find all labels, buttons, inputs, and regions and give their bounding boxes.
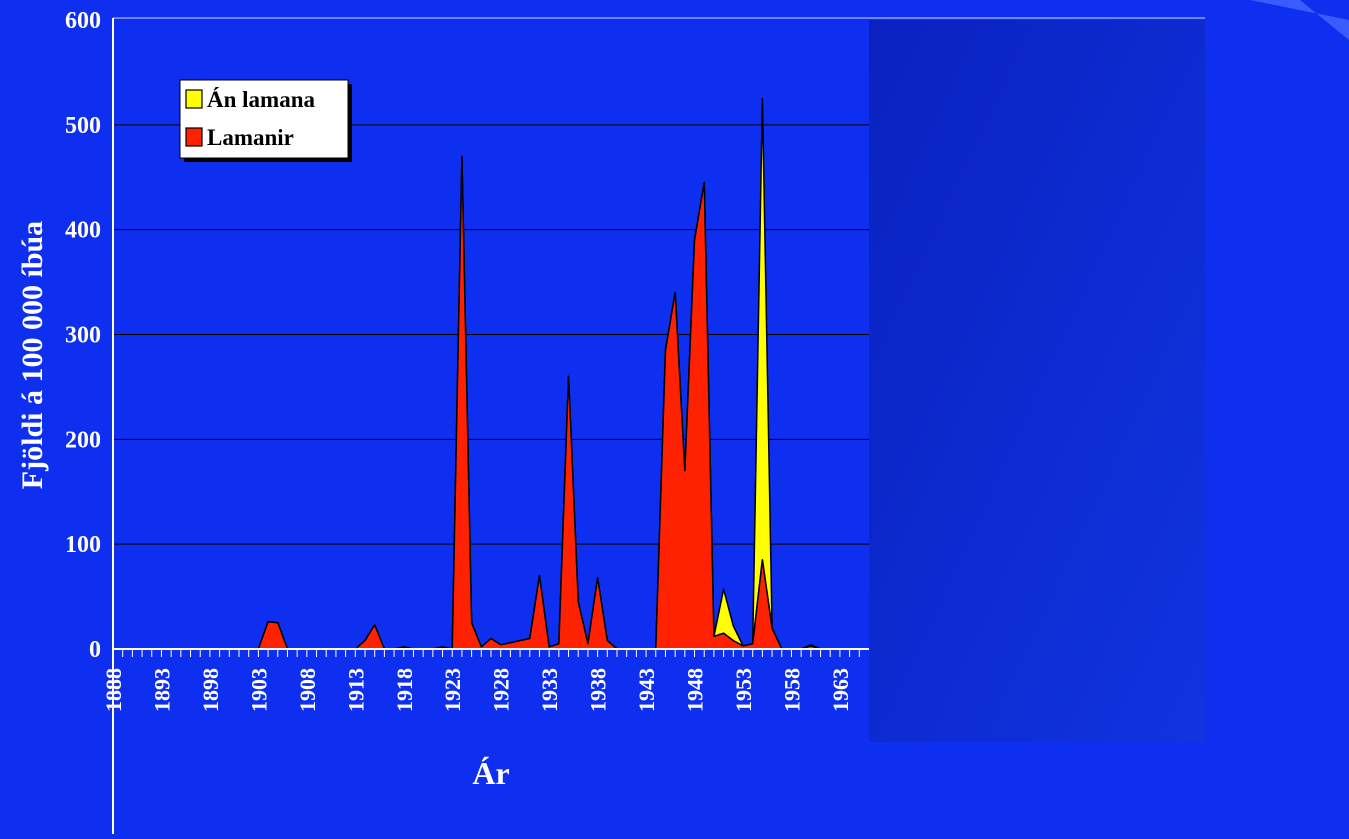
x-tick-label: 1948 [683,668,708,712]
x-tick-label: 1913 [343,668,368,712]
x-tick-label: 1963 [828,668,853,712]
y-tick-label: 400 [65,218,101,244]
legend-swatch [185,127,203,147]
x-tick-label: 1928 [489,668,514,712]
series-area-lamanir [112,155,861,650]
x-tick-label: 1938 [586,668,611,712]
x-tick-label: 1903 [246,668,271,712]
x-tick-label: 1933 [537,668,562,712]
y-tick-label: 600 [65,8,101,34]
y-tick-label: 300 [65,323,101,349]
legend-label: Lamanir [207,125,294,150]
y-tick-label: 200 [65,427,101,453]
x-tick-label: 1908 [295,668,320,712]
legend: Án lamana Lamanir [179,79,352,162]
corner-decoration [1250,0,1349,40]
legend-label: Án lamana [207,87,315,112]
x-tick-label: 1958 [779,668,804,712]
series-area-an-lamana [112,97,861,650]
right-decorative-panel [869,20,1205,742]
legend-box [179,79,349,159]
y-tick-label: 0 [89,637,101,663]
x-tick-label: 1893 [149,668,174,712]
x-tick-label: 1888 [101,668,126,712]
x-axis-label: Ár [472,755,509,791]
x-tick-label: 1918 [392,668,417,712]
x-tick-label: 1943 [634,668,659,712]
legend-swatch [185,89,203,109]
x-tick-label: 1898 [198,668,223,712]
plot-area: 0 100 200 300 400 500 600 1888 1893 1898 1903 1908 1… [65,8,869,834]
y-tick-label: 100 [65,532,101,558]
y-axis-label: Fjöldi á 100 000 íbúa [16,221,49,489]
y-tick-label: 500 [65,113,101,139]
x-tick-label: 1923 [440,668,465,712]
x-tick-label: 1953 [731,668,756,712]
